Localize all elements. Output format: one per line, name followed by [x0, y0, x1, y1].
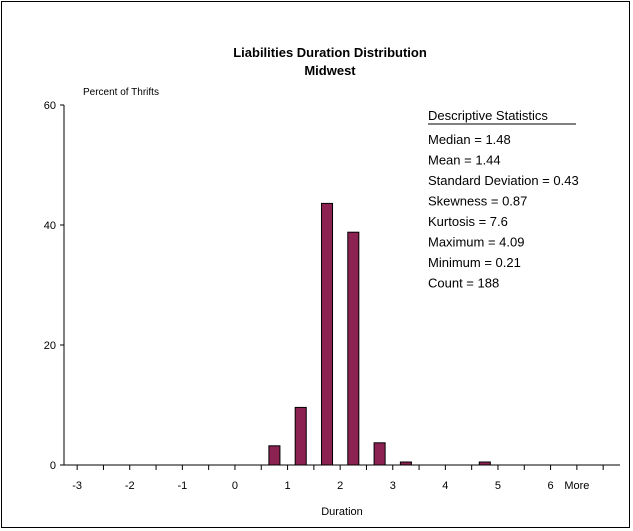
x-axis-ticks: -3 -2 -1 0 1 2 3 4 5 6 More: [72, 465, 604, 492]
bar-1.5: [320, 202, 334, 466]
stats-line: Median = 1.48: [428, 132, 511, 147]
bar-2: [347, 231, 360, 466]
bars: [268, 202, 491, 466]
x-tick-label: 4: [442, 480, 448, 492]
x-tick-label: -3: [72, 480, 82, 492]
stats-line: Mean = 1.44: [428, 153, 501, 168]
chart-subtitle: Midwest: [304, 63, 356, 78]
bar-2.5: [373, 442, 386, 466]
x-tick-label: -2: [125, 480, 135, 492]
x-tick-label: 1: [284, 480, 290, 492]
chart-title: Liabilities Duration Distribution: [233, 45, 427, 60]
stats-line: Count = 188: [428, 276, 499, 291]
x-tick-label: 5: [495, 480, 501, 492]
x-tick-label: 0: [232, 480, 238, 492]
x-axis-label: Duration: [321, 506, 363, 518]
stats-list: Median = 1.48 Mean = 1.44 Standard Deviati…: [428, 132, 579, 291]
y-axis-label: Percent of Thrifts: [83, 87, 159, 98]
stats-heading: Descriptive Statistics: [428, 108, 548, 123]
x-tick-label: More: [564, 480, 589, 492]
y-axis-ticks: 0 20 40 60: [44, 100, 64, 472]
stats-line: Skewness = 0.87: [428, 194, 527, 209]
x-tick-label: 6: [548, 480, 554, 492]
bar-0.5: [268, 445, 281, 466]
bar-1: [294, 406, 307, 466]
stats-line: Standard Deviation = 0.43: [428, 173, 579, 188]
x-tick-label: 2: [337, 480, 343, 492]
y-tick-label: 0: [50, 460, 56, 472]
stats-line: Maximum = 4.09: [428, 235, 524, 250]
x-tick-label: 3: [390, 480, 396, 492]
y-tick-label: 20: [44, 340, 56, 352]
x-tick-label: -1: [177, 480, 187, 492]
stats-line: Kurtosis = 7.6: [428, 214, 508, 229]
stats-line: Minimum = 0.21: [428, 255, 521, 270]
y-tick-label: 40: [44, 220, 56, 232]
y-tick-label: 60: [44, 100, 56, 112]
